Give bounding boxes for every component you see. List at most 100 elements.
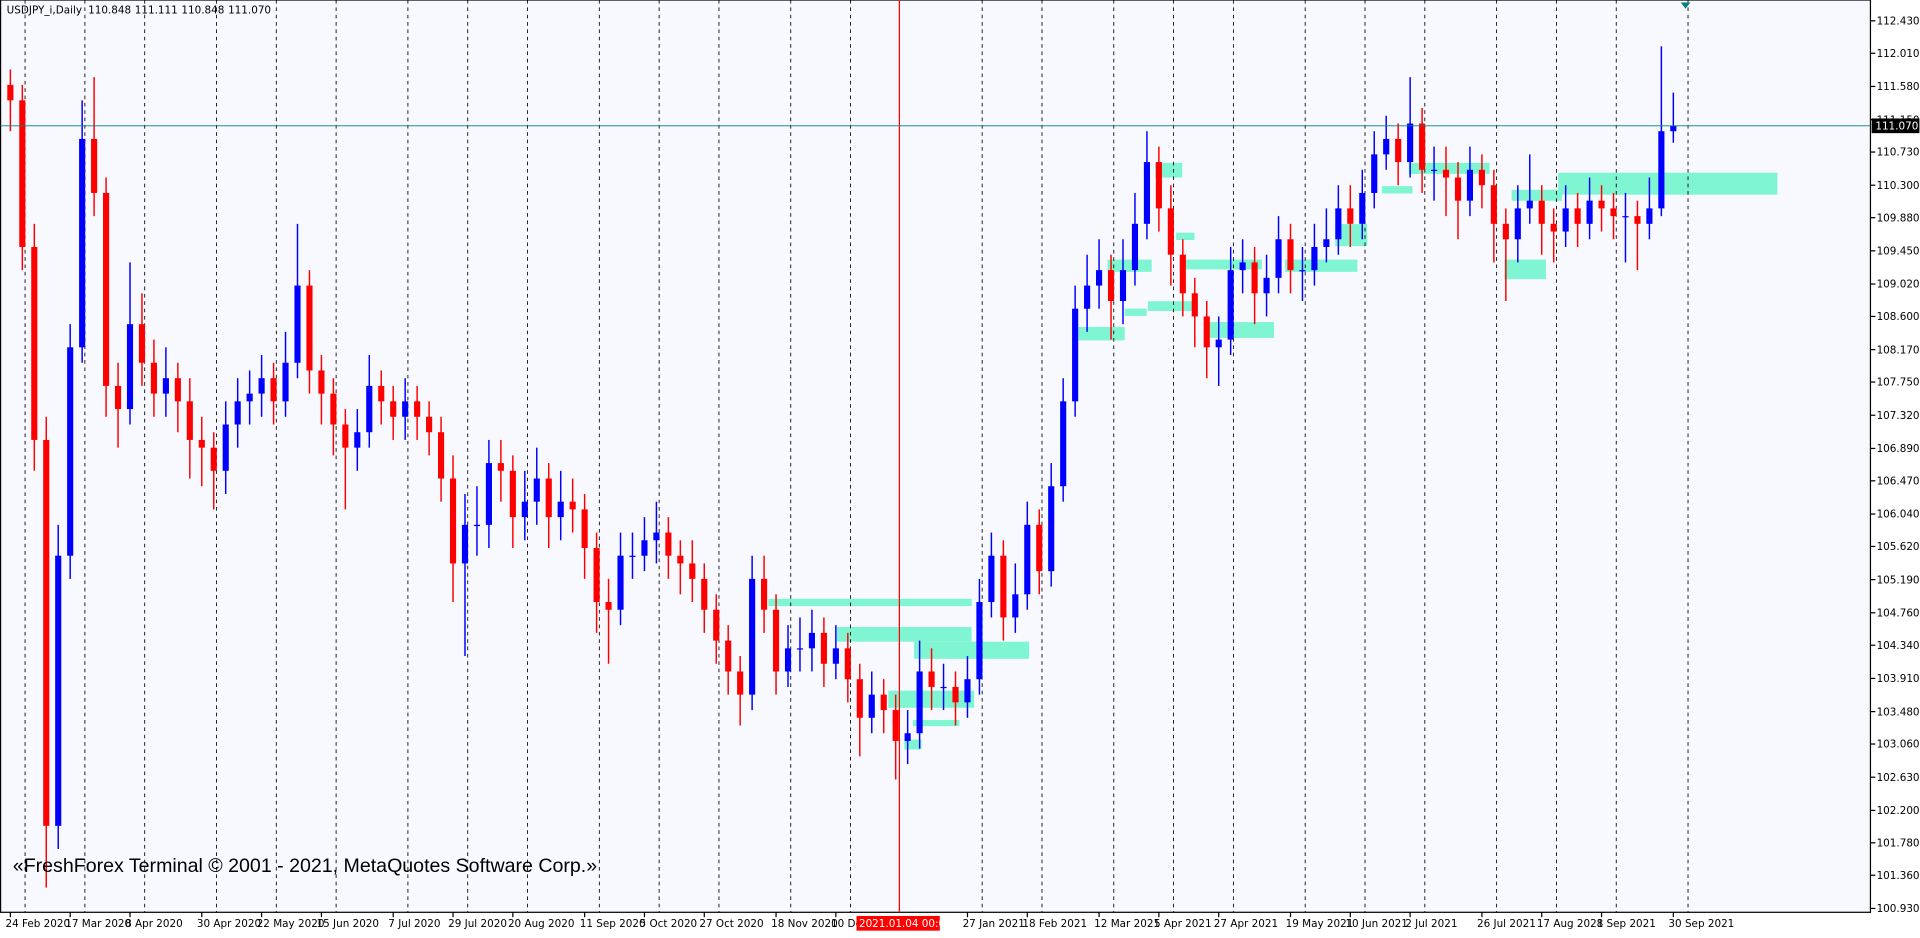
candle-body (1251, 262, 1258, 294)
candle-body (1526, 200, 1533, 209)
symbol: USDJPY_i,Daily (7, 4, 82, 16)
candle-body (509, 470, 516, 518)
candle-body (67, 347, 74, 556)
current-price-bg (1871, 118, 1920, 134)
zone (1107, 259, 1152, 272)
x-tick-label: 12 Mar 2021 (1094, 918, 1160, 930)
candle-body (808, 632, 816, 649)
candle-body (940, 686, 947, 689)
zone (1206, 322, 1275, 338)
candle-body (378, 385, 385, 402)
x-tick-label: 26 Jul 2021 (1477, 918, 1536, 930)
candle-body (318, 370, 325, 394)
y-tick-label: 102.630 (1877, 772, 1920, 784)
candle-body (677, 555, 684, 564)
candle-body (186, 401, 193, 440)
y-tick-label: 105.620 (1877, 541, 1920, 553)
candle-body (557, 501, 564, 518)
candle-body (1395, 138, 1402, 163)
candle-body (988, 555, 995, 603)
x-tick-label: 30 Apr 2020 (197, 918, 261, 930)
candle-body (150, 362, 157, 394)
y-tick-label: 109.450 (1877, 246, 1920, 258)
candle-body (796, 648, 804, 650)
y-tick-label: 103.480 (1877, 706, 1920, 718)
candle-body (390, 401, 397, 417)
x-tick-label: 18 Nov 2020 (771, 918, 838, 930)
y-tick-label: 109.880 (1877, 212, 1920, 224)
x-tick-label: 27 Oct 2020 (699, 918, 763, 930)
candle-body (749, 578, 756, 695)
y-tick-label: 108.170 (1877, 344, 1920, 356)
candle-body (761, 578, 768, 610)
candle-body (641, 540, 648, 556)
candle-body (138, 324, 146, 363)
x-tick-label: 15 Jun 2020 (317, 918, 380, 930)
x-tick-label: 17 Mar 2020 (65, 918, 131, 930)
candle-body (1419, 123, 1426, 170)
candle-body (1323, 239, 1330, 247)
candle-body (1263, 277, 1270, 294)
candle-body (354, 432, 361, 448)
x-tick-label: 27 Apr 2021 (1214, 918, 1278, 930)
x-tick-label: 19 May 2021 (1286, 918, 1354, 930)
zone (1558, 172, 1778, 195)
candle-body (19, 100, 26, 247)
candle-body (1143, 162, 1150, 224)
candle-body (629, 555, 636, 557)
candle-body (1658, 131, 1665, 209)
candle-body (222, 424, 229, 471)
candle-body (1371, 154, 1378, 193)
y-tick-label: 105.190 (1877, 574, 1920, 586)
candle-body (1239, 262, 1246, 271)
candle-body (461, 524, 469, 564)
candle-body (605, 602, 612, 610)
x-tick-label: 2 Jul 2021 (1405, 918, 1457, 930)
x-tick-label: 18 Feb 2021 (1022, 918, 1087, 930)
candle-body (1299, 270, 1306, 272)
y-tick-label: 104.760 (1877, 607, 1920, 619)
candle-body (1670, 125, 1677, 132)
candles (7, 46, 1677, 888)
candle-body (1622, 216, 1629, 218)
candle-body (844, 648, 851, 680)
candle-body (1131, 223, 1139, 271)
zone (1179, 259, 1262, 270)
candle-body (713, 609, 720, 641)
candle-body (1550, 223, 1557, 232)
watermark: «FreshForex Terminal © 2001 - 2021, Meta… (13, 855, 597, 877)
crosshair-label-bg (856, 915, 940, 931)
x-tick-label: 8 Apr 2020 (125, 918, 183, 930)
y-tick-label: 112.430 (1877, 16, 1920, 28)
candle-body (1430, 169, 1438, 172)
candle-body (1191, 293, 1198, 317)
y-tick-label: 101.360 (1877, 870, 1920, 882)
candle-body (1096, 270, 1103, 286)
candle-body (533, 478, 540, 502)
zone (836, 626, 972, 642)
candle-body (1311, 246, 1318, 271)
candle-body (1335, 208, 1342, 240)
candle-body (581, 509, 588, 548)
candle-body (1562, 208, 1569, 232)
zone (1155, 162, 1183, 178)
candle-body (1155, 162, 1162, 209)
zone (1408, 162, 1490, 174)
candle-body (366, 385, 373, 433)
high: 111.111 (135, 4, 178, 16)
candle-body (545, 478, 552, 518)
candle-body (653, 532, 660, 541)
candle-body (1478, 169, 1485, 186)
candle-body (1048, 486, 1055, 572)
candle-body (820, 632, 827, 664)
zone (912, 720, 960, 727)
x-tick-label: 20 Aug 2020 (508, 918, 575, 930)
x-tick-label: 17 Aug 2021 (1537, 918, 1604, 930)
candle-body (473, 524, 481, 527)
zone (1285, 259, 1358, 272)
candle-body (426, 416, 433, 433)
candle-body (1502, 223, 1509, 240)
candle-body (114, 385, 122, 410)
candle-body (617, 555, 624, 610)
